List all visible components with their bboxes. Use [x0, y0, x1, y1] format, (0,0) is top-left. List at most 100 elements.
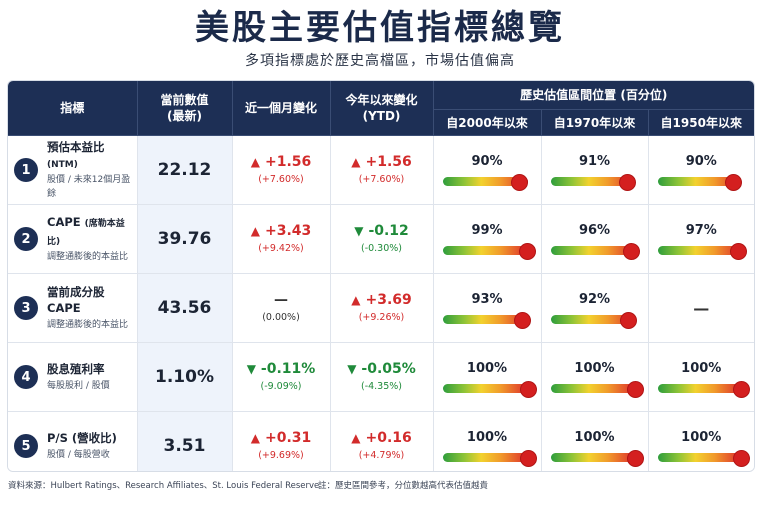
ytd-change-value: ▼ -0.12 — [354, 222, 409, 240]
change-arrow-icon: ▲ — [250, 431, 260, 445]
ytd-change-amount: +3.69 — [365, 292, 412, 308]
ytd-change-cell: ▲ +1.56 (+7.60%) — [330, 135, 434, 205]
ytd-change-value: ▲ +0.16 — [351, 429, 412, 447]
change-arrow-icon: ▼ — [347, 362, 357, 376]
one-month-change-cell: ▲ +1.56 (+7.60%) — [232, 135, 331, 205]
one-month-change-cell: ▲ +0.31 (+9.69%) — [232, 411, 331, 471]
one-month-change-value: ▲ +0.31 — [251, 429, 312, 447]
metric-name-text: 當前成分股CAPE — [47, 285, 105, 315]
percentile-marker-dot — [733, 450, 750, 467]
metric-cell: 5 P/S (營收比) 股價 / 每股營收 — [8, 411, 138, 471]
percentile-marker-dot — [511, 174, 528, 191]
ytd-change-value: ▲ +3.69 — [351, 291, 412, 309]
metric-cell: 3 當前成分股CAPE 調整通膨後的本益比 — [8, 273, 138, 343]
percentile-1950-cell: 90% — [648, 135, 754, 205]
row-number-badge: 3 — [14, 296, 38, 320]
one-month-change-value: ▼ -0.11% — [247, 360, 316, 378]
change-arrow-icon: ▲ — [351, 155, 361, 169]
footer: 資料來源：Hulbert Ratings、Research Affiliates… — [8, 480, 754, 492]
percentile-gradient-bar — [550, 450, 644, 467]
header-since-2000: 自2000年以來 — [433, 109, 542, 136]
percentile-1970-cell: 100% — [541, 411, 649, 471]
percentile-marker-dot — [626, 450, 644, 467]
percentile-2000-cell: 99% — [433, 204, 542, 274]
metric-name: 預估本益比 (NTM) — [47, 139, 137, 173]
percentile-1950-cell: — — [648, 273, 754, 343]
percentile-value: 90% — [471, 154, 503, 169]
percentile-value: 99% — [471, 223, 503, 238]
percentile-2000-cell: 93% — [433, 273, 542, 343]
one-month-change-value: — — [262, 291, 300, 309]
percentile-gradient-bar — [442, 312, 531, 329]
metric-cell: 4 股息殖利率 每股股利 / 股價 — [8, 342, 138, 412]
table-row: 3 當前成分股CAPE 調整通膨後的本益比 43.56 — (0.00%) ▲ +… — [8, 273, 754, 343]
metric-name-text: 股息殖利率 — [47, 362, 105, 376]
metric-description: 每股股利 / 股價 — [47, 381, 110, 391]
percentile-1970-cell: 91% — [541, 135, 649, 205]
percentile-gradient-bar — [657, 243, 748, 260]
percentile-1950-cell: 97% — [648, 204, 754, 274]
one-month-change-amount: +3.43 — [264, 223, 312, 239]
one-month-change-percent: (-9.09%) — [260, 381, 302, 392]
percentile-marker-dot — [730, 243, 748, 260]
one-month-change-percent: (+9.42%) — [258, 243, 304, 254]
current-value: 22.12 — [137, 135, 233, 205]
percentile-2000-cell: 90% — [433, 135, 542, 205]
current-value: 39.76 — [137, 204, 233, 274]
percentile-marker-dot — [513, 312, 531, 329]
ytd-change-percent: (-4.35%) — [360, 381, 403, 392]
page-title: 美股主要估值指標總覽 — [195, 8, 565, 48]
table-row: 1 預估本益比 (NTM) 股價 / 未來12個月盈餘 22.12 ▲ +1.56… — [8, 135, 754, 205]
current-value: 3.51 — [137, 411, 233, 471]
row-number-badge: 4 — [14, 365, 38, 389]
header-metric: 指標 — [8, 81, 138, 136]
ytd-change-value: ▼ -0.05% — [347, 360, 416, 378]
percentile-gradient-bar — [550, 243, 641, 260]
percentile-gradient-bar — [550, 312, 637, 329]
percentile-gradient-bar — [657, 381, 750, 398]
percentile-value: 100% — [574, 361, 615, 376]
one-month-change-amount: +1.56 — [264, 154, 312, 170]
metric-name: P/S (營收比) — [47, 430, 117, 448]
header-ytd-line1: 今年以來變化 — [345, 93, 418, 107]
one-month-change-cell: ▲ +3.43 (+9.42%) — [232, 204, 331, 274]
one-month-change-percent: (+7.60%) — [258, 174, 304, 185]
one-month-change-amount: +0.31 — [264, 430, 312, 446]
percentile-empty: — — [693, 298, 710, 318]
change-arrow-icon: ▲ — [250, 155, 260, 169]
footer-note: 註：歷史區間參考，分位數越高代表估值越貴 — [318, 481, 489, 491]
percentile-1950-cell: 100% — [648, 342, 754, 412]
metric-cell: 1 預估本益比 (NTM) 股價 / 未來12個月盈餘 — [8, 135, 138, 205]
change-arrow-icon: ▲ — [351, 293, 361, 307]
metric-name: CAPE (席勒本益比) — [47, 214, 137, 250]
metric-description: 股價 / 每股營收 — [47, 450, 110, 460]
percentile-value: 100% — [681, 430, 722, 445]
percentile-value: 97% — [685, 223, 717, 238]
percentile-marker-dot — [519, 450, 537, 467]
percentile-value: 100% — [466, 361, 508, 376]
one-month-change-amount: — — [274, 292, 288, 308]
header-since-1970: 自1970年以來 — [541, 109, 649, 136]
percentile-gradient-bar — [550, 381, 644, 398]
ytd-change-percent: (+7.60%) — [358, 174, 405, 185]
percentile-marker-dot — [518, 243, 536, 260]
ytd-change-cell: ▲ +3.69 (+9.26%) — [330, 273, 434, 343]
percentile-value: 100% — [574, 430, 615, 445]
current-value: 1.10% — [137, 342, 233, 412]
table-row: 4 股息殖利率 每股股利 / 股價 1.10% ▼ -0.11% (-9.09%)… — [8, 342, 754, 412]
ytd-change-percent: (+4.79%) — [358, 450, 405, 461]
ytd-change-cell: ▼ -0.12 (-0.30%) — [330, 204, 434, 274]
header-ytd: 今年以來變化 (YTD) — [330, 81, 434, 136]
current-value: 43.56 — [137, 273, 233, 343]
table-body: 1 預估本益比 (NTM) 股價 / 未來12個月盈餘 22.12 ▲ +1.56… — [8, 135, 754, 471]
header-current: 當前數值 (最新) — [137, 81, 233, 136]
percentile-value: 90% — [685, 154, 717, 169]
one-month-change-percent: (+9.69%) — [258, 450, 304, 461]
one-month-change-percent: (0.00%) — [262, 312, 300, 323]
percentile-value: 92% — [578, 292, 611, 307]
percentile-value: 93% — [471, 292, 503, 307]
metric-description: 調整通膨後的本益比 — [47, 320, 129, 330]
percentile-marker-dot — [618, 174, 636, 191]
one-month-change-amount: -0.11% — [260, 361, 316, 377]
percentile-gradient-bar — [657, 174, 742, 191]
